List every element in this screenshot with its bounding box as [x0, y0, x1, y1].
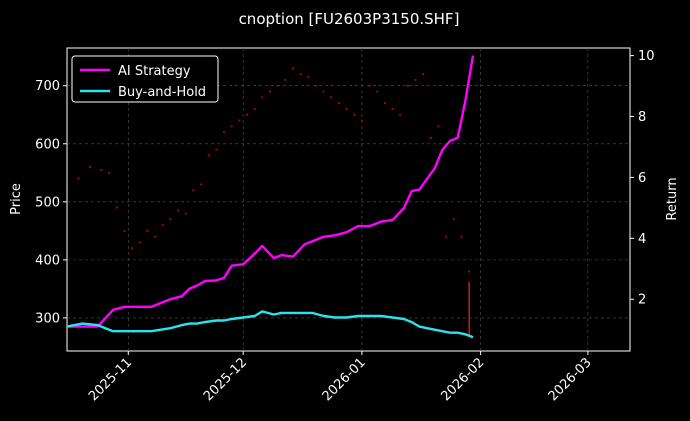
legend: AI Strategy Buy-and-Hold — [71, 55, 219, 103]
price-point — [115, 206, 118, 209]
price-point — [452, 218, 455, 221]
price-point — [146, 229, 149, 232]
price-point — [215, 148, 218, 151]
y-right-tick-label: 8 — [638, 110, 646, 125]
price-point — [184, 212, 187, 215]
x-tick-label: 2025-11 — [86, 355, 135, 404]
price-point — [123, 229, 126, 232]
price-point — [138, 241, 141, 244]
y-right-tick-label: 2 — [638, 293, 646, 308]
price-point — [422, 73, 425, 76]
price-point — [261, 96, 264, 99]
price-point — [207, 154, 210, 157]
price-point — [291, 67, 295, 70]
y-axis-label-left: Price — [9, 183, 24, 215]
legend-label-buy-and-hold: Buy-and-Hold — [118, 85, 206, 100]
price-point — [360, 119, 364, 122]
y-tick-label: 600 — [35, 137, 60, 152]
price-point — [330, 96, 333, 99]
legend-label-ai-strategy: AI Strategy — [118, 64, 191, 79]
price-point — [176, 209, 180, 212]
price-point — [108, 171, 111, 174]
y-tick-label: 300 — [35, 311, 60, 326]
y-tick-label: 400 — [35, 253, 60, 268]
price-point — [322, 90, 325, 93]
series-line-buy-and-hold — [66, 310, 474, 339]
price-point — [245, 113, 249, 116]
price-point — [299, 73, 302, 76]
y-right-tick-label: 4 — [638, 232, 646, 247]
price-point — [345, 107, 348, 111]
price-point — [460, 235, 463, 238]
price-point — [307, 75, 310, 79]
x-tick-label: 2026-03 — [546, 355, 595, 404]
price-point — [337, 102, 341, 105]
x-tick-label: 2026-01 — [320, 355, 369, 404]
price-point — [445, 235, 448, 238]
price-point — [399, 113, 402, 116]
price-point — [314, 84, 318, 87]
price-point — [131, 247, 134, 250]
price-point — [376, 90, 379, 93]
price-point — [368, 84, 371, 87]
price-point — [77, 177, 80, 180]
price-point — [222, 131, 226, 134]
x-tick-label: 2025-12 — [201, 355, 250, 404]
price-point — [169, 218, 172, 221]
price-point — [284, 78, 287, 82]
price-point — [153, 235, 157, 238]
price-point — [238, 119, 241, 122]
y-tick-label: 700 — [35, 79, 60, 94]
y-right-tick-label: 10 — [638, 49, 655, 64]
price-point — [353, 113, 356, 116]
y-tick-label: 500 — [35, 195, 60, 210]
price-point — [391, 107, 394, 111]
price-point — [88, 165, 92, 169]
y-right-tick-label: 6 — [638, 171, 646, 186]
price-point — [429, 136, 432, 140]
series-lines — [66, 55, 475, 339]
price-point — [383, 102, 386, 105]
price-point — [192, 189, 195, 192]
series-line-ai-strategy — [67, 55, 475, 328]
price-point — [276, 84, 279, 87]
price-point — [230, 125, 233, 128]
price-point — [437, 125, 440, 128]
price-point — [414, 78, 417, 82]
chart-title: cnoption [FU2603P3150.SHF] — [239, 10, 460, 28]
y-axis-label-right: Return — [665, 177, 680, 220]
price-point — [253, 107, 256, 111]
price-point — [161, 223, 164, 227]
scatter-layer — [77, 67, 471, 336]
price-point — [268, 90, 272, 93]
x-tick-label: 2026-02 — [438, 355, 487, 404]
price-point — [406, 84, 409, 87]
price-point — [199, 183, 203, 186]
price-point — [468, 270, 471, 273]
price-point — [100, 168, 103, 171]
